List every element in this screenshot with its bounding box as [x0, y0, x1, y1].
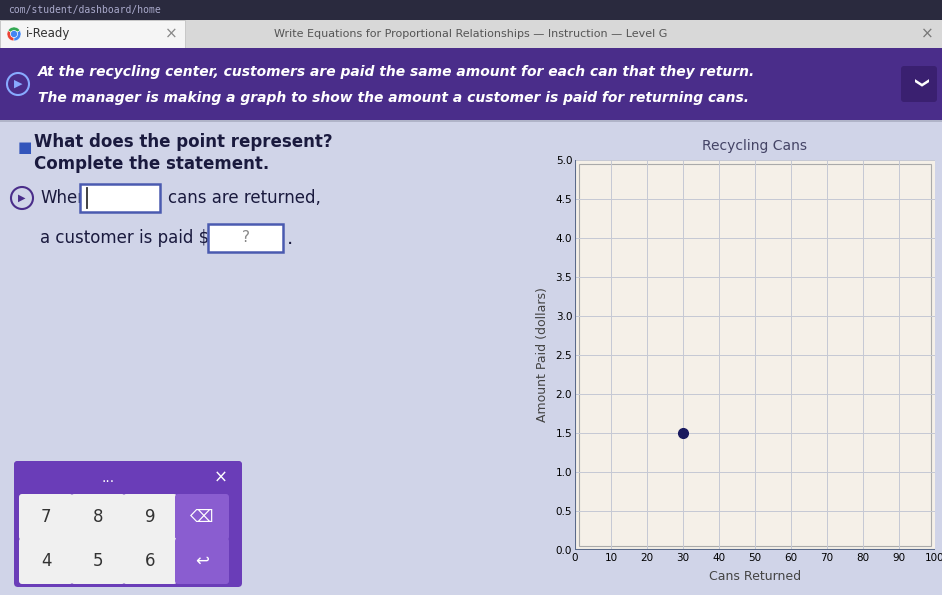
- FancyBboxPatch shape: [123, 538, 177, 584]
- Text: Complete the statement.: Complete the statement.: [34, 155, 269, 173]
- Text: ...: ...: [102, 471, 115, 485]
- FancyBboxPatch shape: [578, 164, 932, 546]
- Text: At the recycling center, customers are paid the same amount for each can that th: At the recycling center, customers are p…: [38, 65, 755, 79]
- FancyBboxPatch shape: [71, 538, 125, 584]
- Bar: [0, 120, 942, 122]
- Text: ▶: ▶: [14, 79, 23, 89]
- Text: ▶: ▶: [18, 193, 25, 203]
- Text: .: .: [287, 228, 293, 248]
- Text: 9: 9: [145, 508, 155, 526]
- Wedge shape: [7, 30, 14, 41]
- Circle shape: [11, 32, 17, 36]
- Bar: [0, 48, 942, 120]
- FancyBboxPatch shape: [71, 494, 125, 540]
- Text: 5: 5: [92, 552, 104, 570]
- Text: Write Equations for Proportional Relationships — Instruction — Level G: Write Equations for Proportional Relatio…: [274, 29, 668, 39]
- Text: com/student/dashboard/home: com/student/dashboard/home: [8, 5, 161, 15]
- Y-axis label: Amount Paid (dollars): Amount Paid (dollars): [536, 287, 548, 422]
- Text: ■: ■: [18, 140, 32, 155]
- FancyBboxPatch shape: [14, 461, 242, 587]
- Text: ×: ×: [214, 469, 228, 487]
- FancyBboxPatch shape: [175, 494, 229, 540]
- Text: cans are returned,: cans are returned,: [168, 189, 321, 207]
- Circle shape: [10, 31, 17, 37]
- Text: i-Ready: i-Ready: [26, 27, 71, 40]
- FancyBboxPatch shape: [175, 538, 229, 584]
- X-axis label: Cans Returned: Cans Returned: [709, 570, 801, 583]
- FancyBboxPatch shape: [123, 494, 177, 540]
- Text: What does the point represent?: What does the point represent?: [34, 133, 333, 151]
- Bar: [0, 0, 942, 20]
- Bar: [0, 20, 942, 48]
- Bar: [80, 184, 160, 212]
- Text: 6: 6: [145, 552, 155, 570]
- Text: ×: ×: [165, 27, 177, 42]
- FancyBboxPatch shape: [19, 538, 73, 584]
- Bar: [210, 468, 232, 488]
- Bar: [0, 20, 185, 48]
- Text: ↩: ↩: [195, 552, 209, 570]
- Bar: [208, 224, 283, 252]
- Text: ⌫: ⌫: [190, 508, 214, 526]
- Text: ?: ?: [241, 230, 250, 246]
- Title: Recycling Cans: Recycling Cans: [703, 139, 807, 154]
- Text: 7: 7: [41, 508, 51, 526]
- Text: 8: 8: [92, 508, 104, 526]
- Wedge shape: [8, 27, 20, 34]
- FancyBboxPatch shape: [14, 461, 242, 495]
- Text: 4: 4: [41, 552, 51, 570]
- Text: ❯: ❯: [912, 78, 926, 90]
- Text: The manager is making a graph to show the amount a customer is paid for returnin: The manager is making a graph to show th…: [38, 92, 749, 105]
- Text: When: When: [40, 189, 88, 207]
- Bar: [0, 120, 942, 595]
- Wedge shape: [14, 30, 21, 41]
- Text: ×: ×: [921, 27, 934, 42]
- FancyBboxPatch shape: [19, 494, 73, 540]
- FancyBboxPatch shape: [901, 66, 937, 102]
- Text: a customer is paid $: a customer is paid $: [40, 229, 209, 247]
